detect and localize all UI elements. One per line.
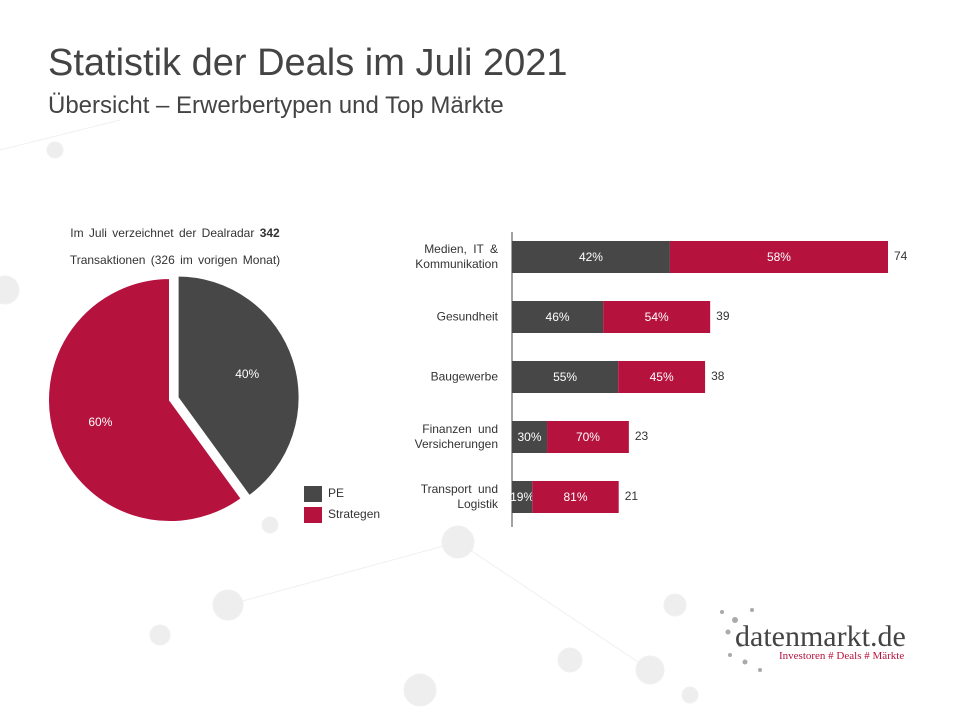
bar-segment	[512, 241, 670, 273]
title: Statistik der Deals im Juli 2021	[48, 42, 568, 84]
bar-segment	[618, 361, 706, 393]
segment-label: 30%	[518, 430, 542, 444]
annotation: Im Juli verzeichnet der Dealradar 342 Tra…	[40, 220, 310, 274]
segment-label: 54%	[645, 310, 669, 324]
pie-label: 40%	[235, 367, 259, 381]
bar-segment	[603, 301, 711, 333]
total-label: 21	[625, 489, 639, 503]
pie-label: 60%	[88, 415, 112, 429]
bar-segment	[512, 361, 619, 393]
logo: datenmarkt.de Investoren # Deals # Märkt…	[735, 620, 906, 662]
category-label: Baugewerbe	[430, 369, 498, 384]
legend-label: PE	[328, 486, 344, 500]
annotation-number: 342	[259, 226, 280, 240]
bar-segment	[512, 481, 533, 513]
network-decoration	[0, 119, 699, 707]
segment-label: 58%	[767, 250, 791, 264]
total-label: 23	[635, 429, 649, 443]
logo-dots	[720, 608, 762, 672]
legend-label: Strategen	[328, 507, 380, 521]
total-label: 38	[711, 369, 725, 383]
total-label: 39	[716, 309, 730, 323]
segment-label: 55%	[553, 370, 577, 384]
total-label: 74	[894, 249, 908, 263]
pie-slice	[176, 274, 301, 498]
segment-label: 46%	[546, 310, 570, 324]
category-label: Gesundheit	[436, 309, 498, 324]
segment-label: 81%	[563, 490, 587, 504]
segment-label: 42%	[579, 250, 603, 264]
bar-segment	[547, 421, 629, 453]
category-label: Medien, IT & Kommunikation	[415, 242, 498, 271]
bar-segment	[512, 421, 548, 453]
pie-slice	[47, 276, 244, 523]
segment-label: 45%	[650, 370, 674, 384]
segment-label: 19%	[510, 490, 534, 504]
category-label: Finanzen und Versicherungen	[414, 422, 498, 451]
bar-segment	[669, 241, 888, 273]
legend-swatch	[304, 507, 322, 523]
bar-segment	[532, 481, 619, 513]
logo-name: datenmarkt.de	[735, 620, 906, 653]
logo-tagline: Investoren # Deals # Märkte	[779, 650, 905, 662]
annotation-text: Im Juli verzeichnet der Dealradar	[70, 226, 255, 240]
segment-label: 70%	[576, 430, 600, 444]
annotation-text: Transaktionen (326 im vorigen Monat)	[69, 253, 281, 267]
subtitle: Übersicht – Erwerbertypen und Top Märkte	[48, 92, 504, 119]
legend-swatch	[304, 486, 322, 502]
bar-segment	[512, 301, 604, 333]
category-label: Transport und Logistik	[420, 482, 498, 511]
